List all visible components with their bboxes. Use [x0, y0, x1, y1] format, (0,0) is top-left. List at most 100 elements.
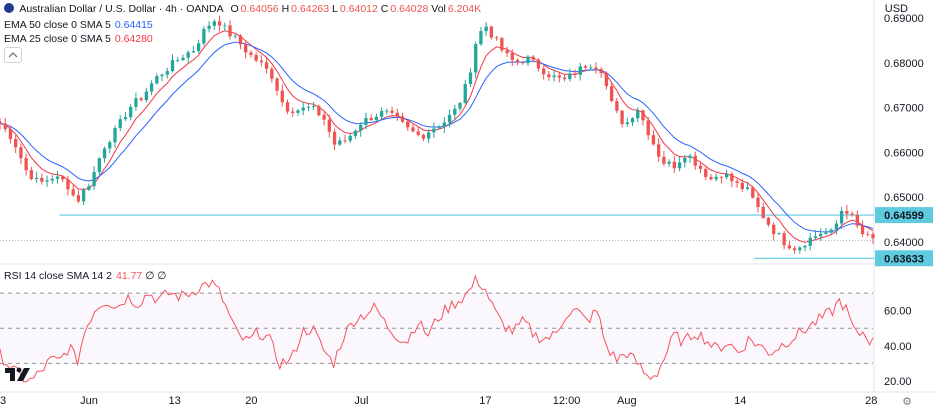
price-axis[interactable]: 0.69000 0.68000 0.67000 0.66000 0.65000 0.640…	[884, 13, 924, 249]
candle	[301, 102, 305, 116]
candle	[87, 183, 91, 191]
candle	[155, 73, 159, 85]
candle	[400, 112, 405, 124]
candle	[348, 133, 352, 143]
candle	[834, 219, 839, 235]
price-tick-label: 0.64000	[884, 237, 924, 249]
chevron-up-icon[interactable]	[4, 47, 22, 63]
candle	[735, 178, 739, 188]
candle	[871, 231, 875, 245]
candle	[751, 185, 755, 199]
ohlc-open: O 0.64056	[230, 3, 279, 15]
candle	[432, 122, 436, 139]
ema25-label: EMA 25 close 0 SMA 5	[4, 33, 111, 45]
candle	[311, 101, 316, 110]
candle	[724, 169, 729, 180]
candle	[839, 207, 844, 229]
candle	[463, 79, 467, 105]
price-tick-label: 0.68000	[884, 58, 924, 70]
candle	[233, 34, 237, 39]
candle	[604, 71, 609, 90]
candle	[531, 55, 535, 63]
candle	[651, 130, 656, 146]
candle	[275, 77, 279, 96]
candle	[254, 52, 258, 63]
candle	[813, 230, 818, 241]
time-tick-label: Aug	[617, 395, 637, 407]
candle	[181, 54, 185, 62]
candlesticks	[0, 15, 875, 254]
candle	[291, 107, 295, 117]
candle	[437, 124, 441, 130]
candle	[641, 109, 645, 126]
candle	[698, 162, 703, 174]
ema25-legend[interactable]: EMA 25 close 0 SMA 5 0.64280	[4, 32, 153, 46]
horizontal-levels[interactable]: 0.64599 0.63633	[0, 207, 933, 267]
candle	[704, 167, 708, 181]
candle	[144, 88, 149, 103]
candle	[474, 41, 478, 79]
symbol-title[interactable]: Australian Dollar / U.S. Dollar · 4h · O…	[19, 3, 224, 15]
candle	[19, 143, 23, 165]
candle	[745, 181, 750, 191]
candle	[850, 211, 854, 217]
gear-icon[interactable]: ⚙	[902, 396, 912, 408]
candle	[149, 80, 154, 96]
candle	[740, 178, 744, 193]
symbol-legend: Australian Dollar / U.S. Dollar · 4h · O…	[4, 2, 481, 16]
candle	[395, 108, 399, 121]
candle	[426, 129, 431, 144]
candle	[66, 175, 70, 196]
candle	[552, 69, 556, 82]
candle	[129, 104, 133, 121]
candle	[667, 159, 671, 167]
candle	[170, 54, 175, 73]
level-label: 0.64599	[884, 210, 924, 222]
candle	[583, 64, 588, 72]
ema25-line	[0, 30, 874, 243]
candle	[338, 137, 342, 146]
candle	[191, 45, 196, 54]
candle	[510, 49, 514, 66]
candle	[217, 15, 222, 32]
candle	[688, 153, 692, 164]
candle	[165, 67, 169, 79]
ema50-legend[interactable]: EMA 50 close 0 SMA 5 0.64415	[4, 18, 153, 32]
candle	[536, 58, 541, 72]
candle	[416, 127, 420, 137]
candle	[306, 103, 311, 112]
candle	[134, 92, 138, 111]
candle	[50, 175, 54, 184]
candle	[102, 146, 107, 163]
candle	[719, 175, 724, 184]
candle	[792, 246, 797, 254]
candle	[625, 117, 629, 127]
time-tick-label: 17	[479, 395, 491, 407]
candle	[244, 40, 248, 59]
candle	[468, 68, 473, 87]
candle	[442, 117, 447, 133]
moving-averages	[0, 30, 874, 243]
time-axis[interactable]: 3 Jun 13 20 Jul 17 12:00 Aug 14 28	[0, 395, 877, 407]
candle	[766, 216, 771, 227]
candle	[824, 227, 828, 235]
candle	[557, 72, 562, 83]
currency-label[interactable]: USD	[884, 3, 908, 15]
candle	[500, 36, 504, 53]
candle	[76, 190, 81, 204]
candle	[0, 118, 2, 130]
candle	[364, 112, 368, 130]
volume: Vol 6.204K	[431, 3, 482, 15]
candle	[756, 192, 760, 213]
candle	[81, 187, 86, 206]
price-tick-label: 0.67000	[884, 103, 924, 115]
candle	[202, 26, 206, 46]
candle	[615, 97, 619, 114]
rsi-legend[interactable]: RSI 14 close SMA 14 2 41.77 ∅ ∅	[4, 269, 166, 283]
candle	[489, 25, 494, 40]
candle	[515, 58, 520, 66]
candle	[296, 108, 300, 116]
ohlc-high: H 0.64263	[281, 3, 330, 15]
